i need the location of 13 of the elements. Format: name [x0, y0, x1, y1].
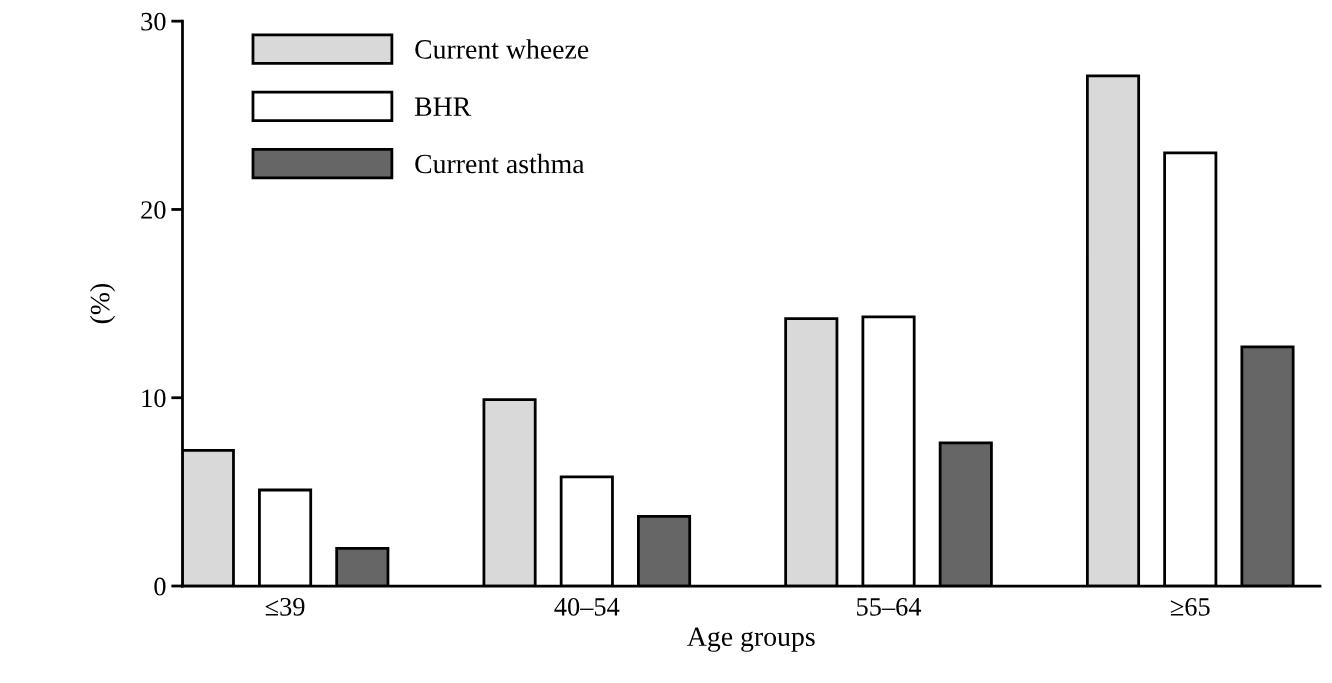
y-tick-label: 0 — [154, 577, 166, 596]
y-tick-label: 30 — [141, 12, 166, 31]
x-tick-label: 55–64 — [857, 597, 922, 616]
x-tick-label: ≤39 — [265, 597, 305, 616]
x-axis-title: Age groups — [687, 627, 815, 652]
legend-label: Current asthma — [415, 153, 585, 174]
legend-label: BHR — [414, 97, 472, 116]
y-tick-label: 20 — [141, 201, 166, 219]
x-tick-label: ≥65 — [1170, 597, 1210, 616]
x-tick-label: 40–54 — [554, 597, 620, 616]
y-axis-title: (%) — [89, 283, 116, 324]
legend-label: Current wheeze — [415, 39, 589, 59]
y-tick-label: 10 — [142, 389, 166, 408]
